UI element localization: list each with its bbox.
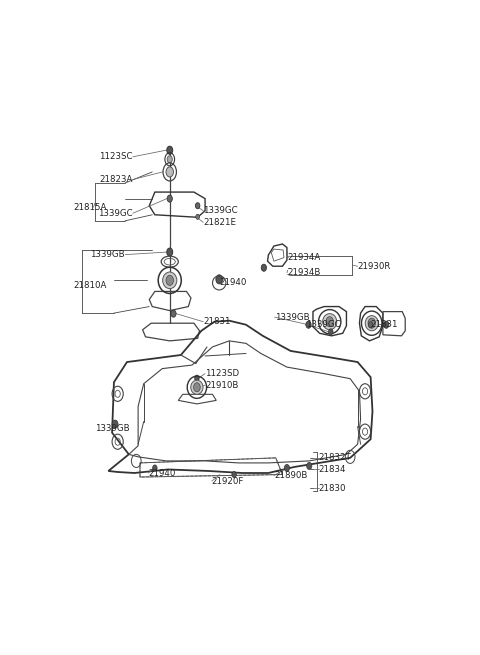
Ellipse shape — [365, 316, 378, 331]
Circle shape — [112, 420, 118, 428]
Text: 21830: 21830 — [319, 483, 346, 493]
Text: 21934B: 21934B — [287, 269, 320, 277]
Circle shape — [261, 264, 266, 271]
Text: 21815A: 21815A — [73, 202, 107, 212]
Circle shape — [195, 202, 200, 209]
Text: 21834: 21834 — [319, 465, 346, 474]
Circle shape — [368, 322, 373, 328]
Circle shape — [326, 316, 334, 327]
Circle shape — [216, 275, 223, 284]
Text: 1339GC: 1339GC — [305, 320, 340, 329]
Circle shape — [167, 156, 172, 163]
Text: 21934A: 21934A — [287, 253, 320, 262]
Circle shape — [307, 462, 312, 470]
Circle shape — [166, 275, 173, 286]
Circle shape — [329, 329, 333, 335]
Text: 21831: 21831 — [371, 320, 398, 329]
Circle shape — [196, 214, 200, 219]
Text: 21823A: 21823A — [99, 175, 132, 184]
Text: 1339GB: 1339GB — [275, 312, 309, 322]
Text: 21832T: 21832T — [319, 453, 351, 462]
Ellipse shape — [163, 272, 177, 289]
Circle shape — [171, 310, 176, 317]
Circle shape — [284, 464, 289, 472]
Text: 1123SD: 1123SD — [205, 369, 239, 378]
Text: 21810A: 21810A — [73, 281, 107, 290]
Circle shape — [167, 195, 172, 202]
Circle shape — [306, 321, 311, 328]
Text: 21930R: 21930R — [358, 262, 391, 271]
Circle shape — [384, 321, 389, 328]
Text: 21920F: 21920F — [212, 477, 244, 485]
Circle shape — [167, 248, 173, 256]
Text: 1339GB: 1339GB — [90, 250, 125, 259]
Circle shape — [195, 375, 199, 381]
Circle shape — [166, 167, 173, 177]
Text: 21831: 21831 — [203, 317, 231, 326]
Text: 1339GC: 1339GC — [203, 206, 238, 215]
Text: 21940: 21940 — [148, 468, 176, 477]
Text: 1123SC: 1123SC — [99, 152, 132, 161]
Text: 21821E: 21821E — [203, 218, 236, 227]
Ellipse shape — [191, 380, 203, 394]
Circle shape — [153, 465, 157, 471]
Circle shape — [232, 472, 236, 477]
Text: 21910B: 21910B — [205, 381, 239, 390]
Circle shape — [167, 146, 173, 155]
Circle shape — [368, 318, 375, 328]
Text: 1339GB: 1339GB — [96, 424, 130, 432]
Text: 21890B: 21890B — [274, 471, 307, 480]
Circle shape — [193, 383, 200, 392]
Text: 1339GC: 1339GC — [98, 209, 132, 217]
Text: 21940: 21940 — [219, 278, 247, 287]
Ellipse shape — [323, 314, 337, 329]
